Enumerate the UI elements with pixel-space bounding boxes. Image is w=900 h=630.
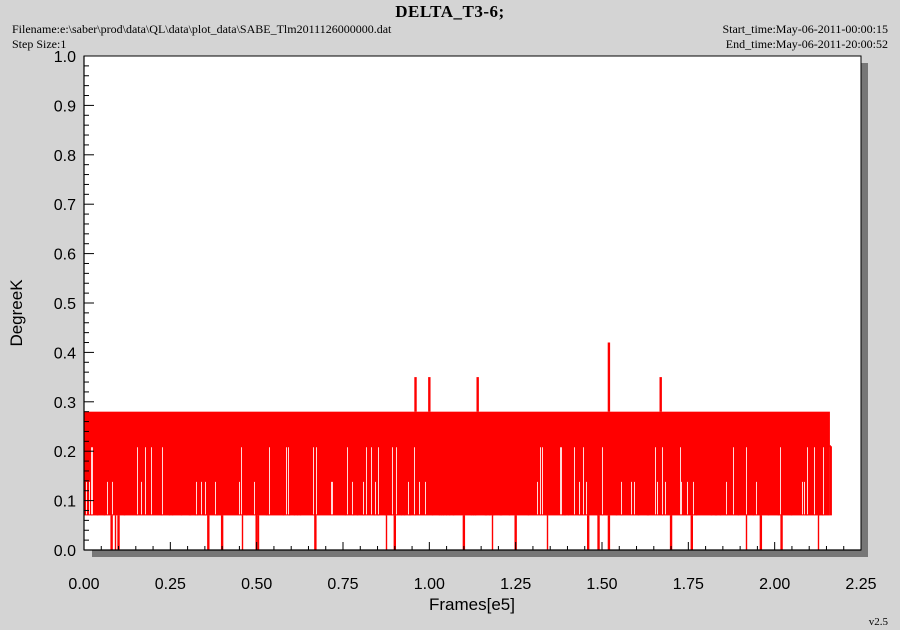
y-tick-label-1: 0.1	[54, 494, 76, 511]
y-tick-label-6: 0.6	[54, 247, 76, 264]
x-tick-label-4: 1.00	[414, 576, 445, 593]
x-tick-label-9: 2.25	[845, 576, 876, 593]
series-band-gaps	[86, 447, 824, 515]
y-tick-label-2: 0.2	[54, 444, 76, 461]
x-tick-label-2: 0.50	[241, 576, 272, 593]
chart-title: DELTA_T3-6;	[395, 2, 505, 21]
series-band	[84, 411, 830, 516]
version-label: v2.5	[868, 616, 888, 628]
y-tick-label-7: 0.7	[54, 197, 76, 214]
y-tick-label-8: 0.8	[54, 148, 76, 165]
x-tick-label-5: 1.25	[500, 576, 531, 593]
x-axis-label: Frames[e5]	[429, 595, 515, 614]
x-tick-label-6: 1.50	[586, 576, 617, 593]
y-tick-label-3: 0.3	[54, 395, 76, 412]
filename-label: Filename:e:\saber\prod\data\QL\data\plot…	[12, 22, 392, 36]
y-tick-label-4: 0.4	[54, 345, 76, 362]
y-tick-label-10: 1.0	[54, 49, 76, 66]
step-size-label: Step Size:1	[12, 37, 67, 51]
y-tick-label-5: 0.5	[54, 296, 76, 313]
x-tick-label-8: 2.00	[759, 576, 790, 593]
y-tick-label-0: 0.0	[54, 543, 76, 560]
y-axis-label: DegreeK	[7, 279, 26, 347]
x-tick-label-1: 0.25	[155, 576, 186, 593]
series-layer	[84, 342, 832, 550]
x-tick-label-0: 0.00	[68, 576, 99, 593]
y-tick-label-9: 0.9	[54, 98, 76, 115]
x-tick-label-7: 1.75	[673, 576, 704, 593]
start-time-label: Start_time:May-06-2011-00:00:15	[722, 22, 888, 36]
axis-layer: 0.00 0.25 0.50 0.75 1.00 1.25 1.50 1.75 2.00 2.25…	[54, 49, 877, 593]
end-time-label: End_time:May-06-2011-20:00:52	[725, 37, 888, 51]
x-tick-label-3: 0.75	[327, 576, 358, 593]
